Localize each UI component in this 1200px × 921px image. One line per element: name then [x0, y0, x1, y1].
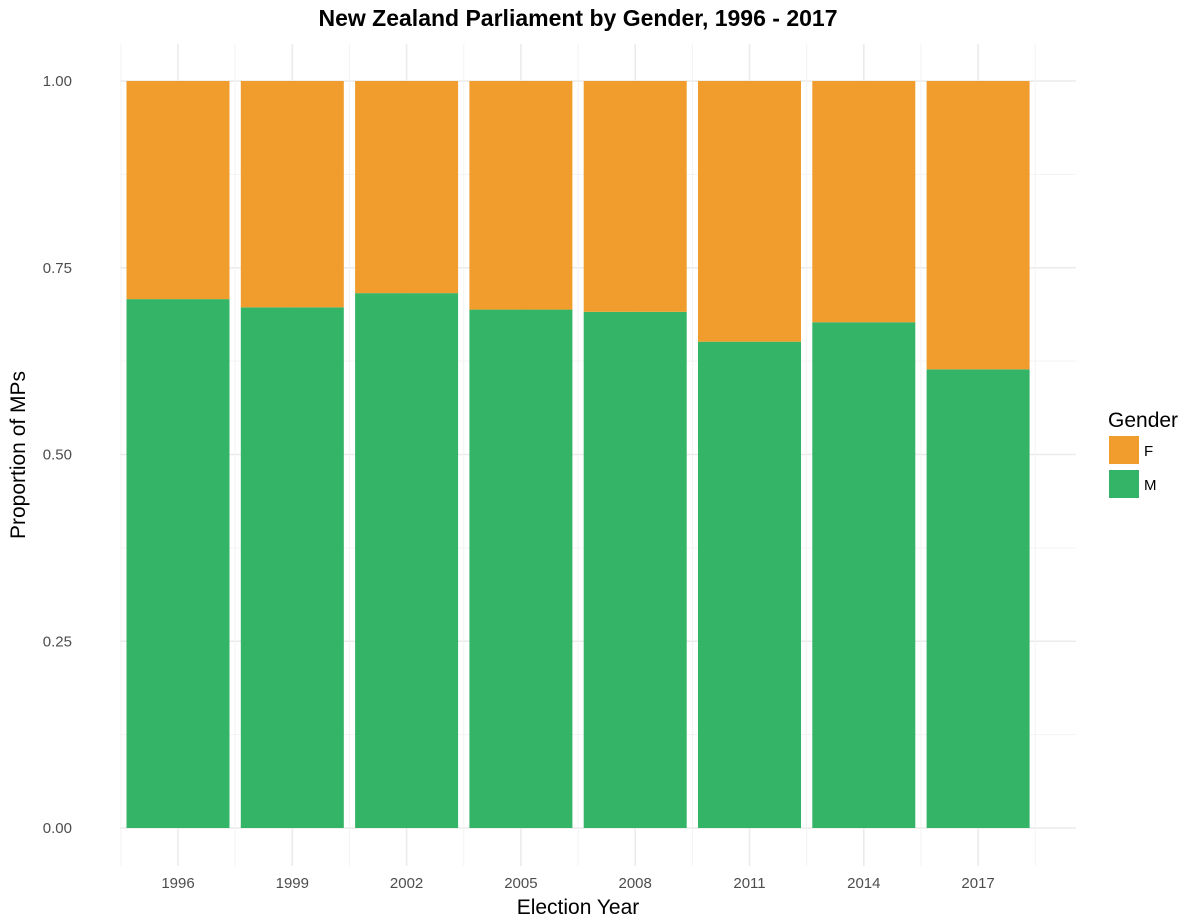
bar-m-2002 — [355, 293, 459, 828]
bar-f-2017 — [926, 81, 1030, 370]
bar-m-1999 — [240, 307, 344, 828]
x-tick-label: 2008 — [619, 875, 652, 892]
legend-label-f: F — [1144, 443, 1153, 460]
legend-title: Gender — [1108, 409, 1178, 432]
bar-f-2014 — [812, 81, 916, 323]
bar-m-2014 — [812, 322, 916, 828]
legend-items: FM — [1109, 436, 1157, 498]
x-tick-label: 2002 — [390, 875, 423, 892]
bar-m-2017 — [926, 369, 1030, 828]
y-tick-label: 0.00 — [43, 820, 72, 837]
x-tick-label: 2011 — [733, 875, 765, 892]
x-tick-label: 2017 — [961, 875, 994, 892]
bar-f-1999 — [240, 81, 344, 308]
chart-title: New Zealand Parliament by Gender, 1996 -… — [318, 5, 837, 31]
bar-m-2005 — [469, 309, 573, 828]
y-axis-title: Proportion of MPs — [7, 371, 30, 539]
x-tick-label: 2014 — [847, 875, 880, 892]
bar-f-2005 — [469, 81, 573, 310]
bars — [126, 81, 1030, 828]
bar-f-2008 — [583, 81, 687, 312]
bar-f-1996 — [126, 81, 230, 300]
bar-m-1996 — [126, 299, 230, 828]
bar-f-2002 — [355, 81, 459, 294]
legend: Gender FM — [1108, 409, 1178, 498]
x-axis-title: Election Year — [517, 896, 640, 919]
legend-swatch-m — [1109, 470, 1139, 498]
y-tick-label: 1.00 — [43, 73, 72, 90]
y-tick-label: 0.50 — [43, 447, 72, 464]
legend-label-m: M — [1144, 477, 1157, 494]
y-tick-label: 0.75 — [43, 260, 72, 277]
bar-m-2011 — [698, 341, 801, 828]
bar-f-2011 — [698, 81, 801, 342]
legend-swatch-f — [1109, 436, 1139, 464]
x-tick-label: 1996 — [161, 875, 194, 892]
bar-m-2008 — [583, 311, 687, 828]
y-tick-label: 0.25 — [43, 633, 72, 650]
x-tick-label: 1999 — [276, 875, 309, 892]
tick-labels: 0.00 0.25 0.50 0.75 1.00 1996 1999 2002 2005 2008… — [43, 73, 995, 892]
x-tick-label: 2005 — [504, 875, 537, 892]
